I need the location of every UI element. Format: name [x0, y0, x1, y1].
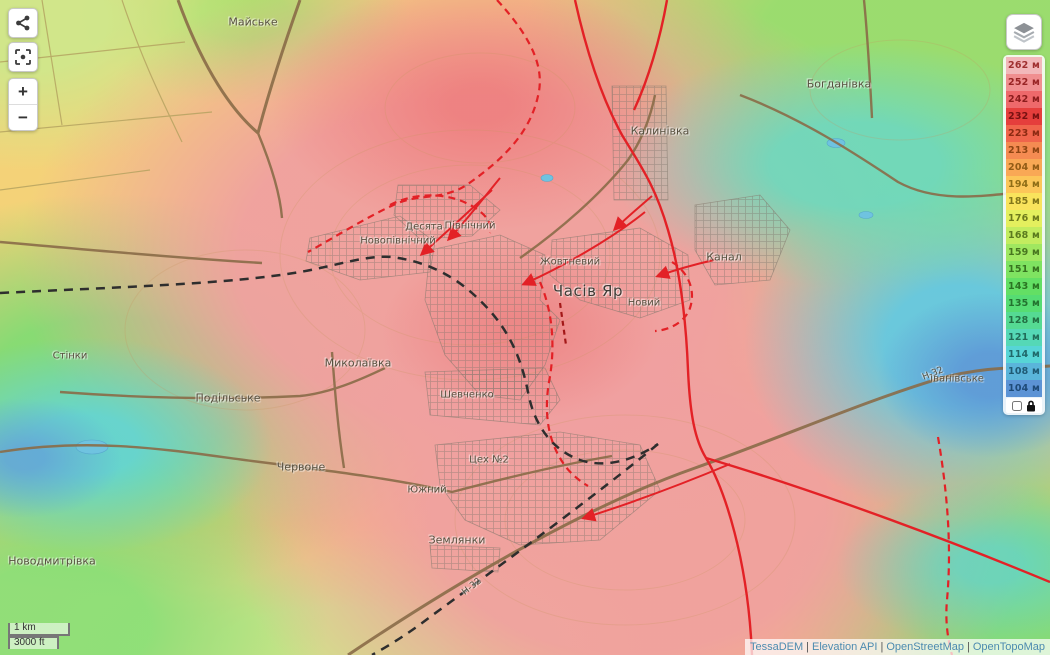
- legend-row[interactable]: 135 м: [1006, 295, 1042, 312]
- legend-row[interactable]: 104 м: [1006, 380, 1042, 397]
- attribution-separator: |: [966, 641, 970, 653]
- place-label: Землянки: [428, 533, 486, 547]
- zoom-control: + −: [8, 78, 38, 131]
- place-label: Новий: [627, 297, 661, 309]
- place-label: Южний: [407, 484, 447, 496]
- legend-row[interactable]: 176 м: [1006, 210, 1042, 227]
- place-label: Майське: [228, 15, 278, 29]
- zoom-divider: [9, 104, 37, 105]
- place-label: Канал: [706, 250, 742, 264]
- place-label: Шевченко: [440, 389, 494, 401]
- legend-row[interactable]: 213 м: [1006, 142, 1042, 159]
- place-label: Миколаївка: [324, 356, 392, 370]
- place-label: Часів Яр: [552, 282, 624, 300]
- place-label: Цех №2: [469, 454, 509, 466]
- layers-icon: [1013, 22, 1035, 43]
- zoom-in-button[interactable]: +: [18, 82, 28, 101]
- legend-row[interactable]: 108 м: [1006, 363, 1042, 380]
- place-label: Подільське: [195, 391, 261, 405]
- legend-row[interactable]: 151 м: [1006, 261, 1042, 278]
- scale-control: 1 km 3000 ft: [8, 623, 70, 649]
- legend-row[interactable]: 262 м: [1006, 57, 1042, 74]
- share-button[interactable]: [8, 8, 38, 38]
- layers-button[interactable]: [1006, 14, 1042, 50]
- attribution-separator: |: [806, 641, 810, 653]
- legend-row[interactable]: 242 м: [1006, 91, 1042, 108]
- legend-row[interactable]: 114 м: [1006, 346, 1042, 363]
- share-icon: [16, 15, 30, 31]
- attribution-link[interactable]: OpenTopoMap: [972, 641, 1045, 653]
- legend-row[interactable]: 185 м: [1006, 193, 1042, 210]
- legend-row[interactable]: 194 м: [1006, 176, 1042, 193]
- legend-row[interactable]: 252 м: [1006, 74, 1042, 91]
- elevation-legend: 262 м 252 м 242 м 232 м 223 м 213 м 204 м 194 м…: [1003, 55, 1045, 415]
- attribution-separator: |: [880, 641, 884, 653]
- place-label: Червоне: [276, 460, 326, 474]
- attribution-link[interactable]: OpenStreetMap: [886, 641, 964, 653]
- place-label: Новопівнічний: [360, 235, 436, 247]
- legend-rows: 262 м 252 м 242 м 232 м 223 м 213 м 204 м 194 м…: [1003, 57, 1045, 397]
- scale-ft: 3000 ft: [8, 636, 59, 649]
- legend-row[interactable]: 232 м: [1006, 108, 1042, 125]
- legend-row[interactable]: 168 м: [1006, 227, 1042, 244]
- legend-row[interactable]: 121 м: [1006, 329, 1042, 346]
- legend-row[interactable]: 143 м: [1006, 278, 1042, 295]
- scale-km: 1 km: [8, 623, 70, 636]
- legend-footer: [1006, 398, 1042, 413]
- place-label: Новодмитрівка: [8, 554, 96, 568]
- place-label: Калинівка: [630, 124, 690, 138]
- place-label: Північний: [444, 220, 496, 232]
- legend-row[interactable]: 128 м: [1006, 312, 1042, 329]
- zoom-out-button[interactable]: −: [18, 108, 28, 127]
- legend-row[interactable]: 223 м: [1006, 125, 1042, 142]
- legend-row[interactable]: 159 м: [1006, 244, 1042, 261]
- attribution-bar: TessaDEM | Elevation API | OpenStreetMap | Ope…: [744, 639, 1050, 655]
- place-label: Богданівка: [806, 77, 872, 91]
- locate-button[interactable]: [8, 42, 38, 72]
- place-label: Десята: [405, 221, 443, 233]
- legend-row[interactable]: 204 м: [1006, 159, 1042, 176]
- place-label: Іванівське: [930, 373, 984, 385]
- lock-icon: [1027, 400, 1035, 411]
- attribution-link[interactable]: Elevation API: [812, 641, 878, 653]
- attribution-link[interactable]: TessaDEM: [749, 641, 804, 653]
- place-label: Жовтневий: [539, 256, 601, 268]
- place-label: Стінки: [52, 350, 88, 362]
- legend-toggle-checkbox[interactable]: [1012, 400, 1022, 411]
- locate-icon: [15, 49, 31, 65]
